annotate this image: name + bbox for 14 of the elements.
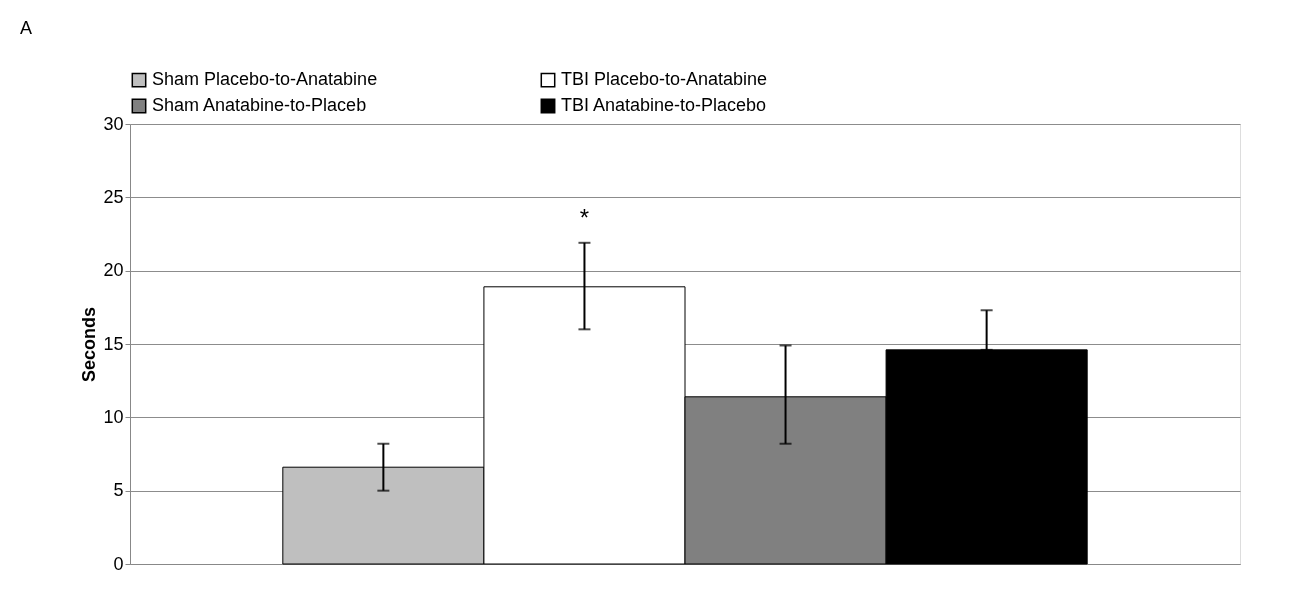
- y-tick-label: 20: [103, 260, 124, 281]
- legend-label: Sham Placebo-to-Anatabine: [152, 69, 378, 90]
- annotation: *: [579, 203, 590, 231]
- y-tick-label: 10: [103, 406, 124, 427]
- legend-label: TBI Placebo-to-Anatabine: [561, 69, 768, 90]
- y-tick-label: 5: [113, 480, 124, 501]
- y-tick-label: 15: [103, 333, 124, 354]
- y-tick-label: 0: [113, 553, 124, 574]
- y-tick-label: 25: [103, 186, 124, 207]
- y-axis-title: Seconds: [79, 306, 100, 383]
- text: A: [20, 18, 33, 38]
- legend-label: Sham Anatabine-to-Placeb: [152, 95, 367, 115]
- legend-label: TBI Anatabine-to-Placebo: [561, 95, 767, 115]
- y-tick-label: 30: [103, 113, 124, 134]
